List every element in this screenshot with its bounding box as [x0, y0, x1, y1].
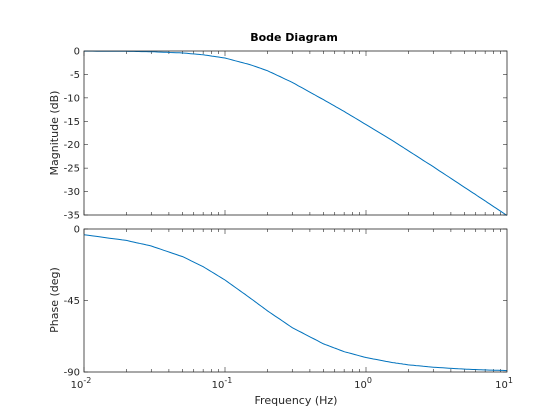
phase-ytick-label: 0	[74, 225, 80, 236]
magnitude-ytick-label: -25	[64, 164, 80, 175]
phase-xtick-label: 10-1	[212, 376, 233, 391]
magnitude-ytick-label: -5	[70, 70, 80, 81]
phase-ylabel: Phase (deg)	[48, 267, 61, 333]
magnitude-series-line	[84, 50, 508, 216]
magnitude-ytick-label: -30	[64, 187, 80, 198]
phase-xtick-label: 10-2	[71, 376, 92, 391]
magnitude-ytick-label: -15	[64, 117, 80, 128]
magnitude-axes-box	[83, 50, 508, 216]
magnitude-plot: 0 -5 -10 -15 -20 -25 -30 -35	[64, 47, 508, 222]
magnitude-ytick-label: -35	[64, 211, 80, 222]
phase-axes-box	[83, 228, 508, 373]
phase-xtick-label: 100	[354, 376, 372, 391]
frequency-xlabel: Frequency (Hz)	[255, 394, 338, 407]
magnitude-ytick-label: -20	[64, 140, 80, 151]
phase-ytick-label: -45	[64, 296, 80, 307]
magnitude-ytick-label: 0	[74, 47, 80, 58]
phase-xtick-label: 101	[495, 376, 513, 391]
phase-ytick-label: -90	[64, 368, 80, 379]
phase-series-line	[83, 234, 508, 372]
magnitude-ytick-label: -10	[64, 93, 80, 104]
phase-plot: 0 -45 -90 10-2 10-1 100 101	[64, 225, 513, 392]
magnitude-ylabel: Magnitude (dB)	[48, 91, 61, 176]
chart-title: Bode Diagram	[250, 31, 338, 44]
